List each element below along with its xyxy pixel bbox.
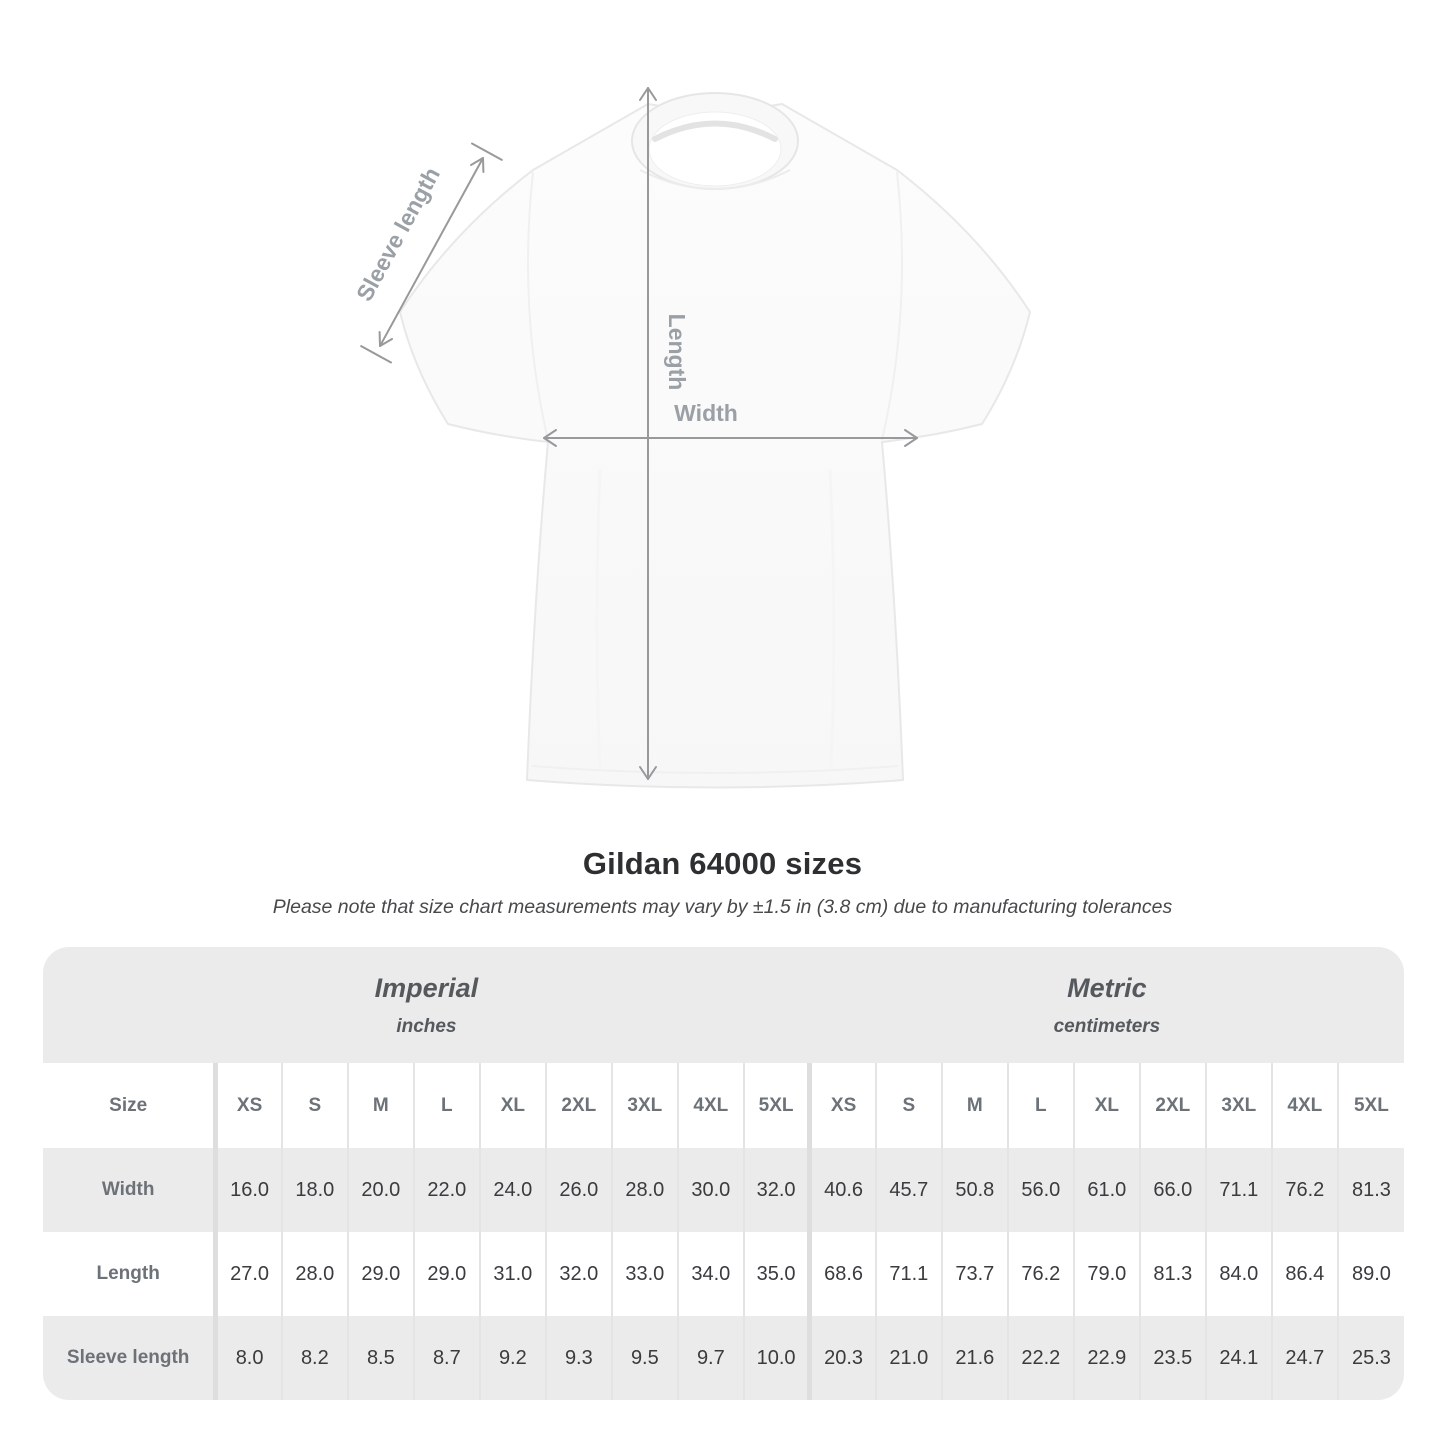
row-label: Length [43, 1232, 216, 1316]
measure-row-width: Width 16.0 18.0 20.0 22.0 24.0 26.0 28.0 30.0 32.… [43, 1148, 1404, 1232]
value-cell: 16.0 [213, 1148, 282, 1232]
unit-group-header-row: Imperial inches Metric centimeters [43, 947, 1404, 1063]
size-header-metric-xl: XL [1072, 1063, 1140, 1148]
row-label: Sleeve length [43, 1316, 216, 1400]
size-header-imperial-m: M [346, 1063, 414, 1148]
size-header-imperial-2xl: 2XL [544, 1063, 612, 1148]
value-cell: 50.8 [940, 1148, 1008, 1232]
size-header-metric-4xl: 4XL [1270, 1063, 1338, 1148]
tshirt-silhouette [399, 92, 1031, 789]
value-cell: 18.0 [280, 1148, 348, 1232]
size-header-imperial-xs: XS [213, 1063, 282, 1148]
size-header-metric-s: S [874, 1063, 942, 1148]
value-cell: 21.0 [874, 1316, 942, 1400]
value-cell: 79.0 [1072, 1232, 1140, 1316]
value-cell: 21.6 [940, 1316, 1008, 1400]
value-cell: 22.9 [1072, 1316, 1140, 1400]
value-cell: 28.0 [280, 1232, 348, 1316]
size-table: Imperial inches Metric centimeters Size … [43, 947, 1404, 1400]
value-cell: 9.5 [610, 1316, 678, 1400]
value-cell: 73.7 [940, 1232, 1008, 1316]
value-cell: 35.0 [742, 1232, 810, 1316]
value-cell: 9.7 [676, 1316, 744, 1400]
value-cell: 89.0 [1336, 1232, 1404, 1316]
value-cell: 56.0 [1006, 1148, 1074, 1232]
size-header-metric-m: M [940, 1063, 1008, 1148]
size-header-imperial-5xl: 5XL [742, 1063, 810, 1148]
tolerance-note: Please note that size chart measurements… [272, 896, 1173, 918]
size-header-imperial-xl: XL [478, 1063, 546, 1148]
value-cell: 86.4 [1270, 1232, 1338, 1316]
width-arrow [543, 429, 918, 447]
value-cell: 76.2 [1006, 1232, 1074, 1316]
value-cell: 8.2 [280, 1316, 348, 1400]
imperial-group-label: Imperial [374, 972, 479, 1003]
imperial-group-unit: inches [396, 1015, 457, 1037]
value-cell: 25.3 [1336, 1316, 1404, 1400]
size-header-row: Size XS S M L XL 2XL 3XL 4XL 5XL XS S M L XL 2XL 3XL 4XL… [43, 1063, 1404, 1148]
value-cell: 34.0 [676, 1232, 744, 1316]
value-cell: 23.5 [1138, 1316, 1206, 1400]
size-column-header: Size [43, 1063, 216, 1148]
value-cell: 32.0 [544, 1232, 612, 1316]
value-cell: 26.0 [544, 1148, 612, 1232]
value-cell: 20.3 [807, 1316, 876, 1400]
value-cell: 40.6 [807, 1148, 876, 1232]
value-cell: 68.6 [807, 1232, 876, 1316]
value-cell: 81.3 [1336, 1148, 1404, 1232]
value-cell: 22.2 [1006, 1316, 1074, 1400]
metric-group-unit: centimeters [1053, 1015, 1161, 1037]
value-cell: 76.2 [1270, 1148, 1338, 1232]
measure-row-length: Length 27.0 28.0 29.0 29.0 31.0 32.0 33.0 34.0 35… [43, 1232, 1404, 1316]
metric-group-header: Metric centimeters [809, 947, 1404, 1063]
value-cell: 27.0 [213, 1232, 282, 1316]
page-title: Gildan 64000 sizes [582, 846, 863, 881]
value-cell: 9.3 [544, 1316, 612, 1400]
value-cell: 66.0 [1138, 1148, 1206, 1232]
value-cell: 45.7 [874, 1148, 942, 1232]
value-cell: 84.0 [1204, 1232, 1272, 1316]
size-header-imperial-3xl: 3XL [610, 1063, 678, 1148]
length-arrow [639, 87, 657, 780]
value-cell: 8.5 [346, 1316, 414, 1400]
value-cell: 29.0 [412, 1232, 480, 1316]
size-header-imperial-4xl: 4XL [676, 1063, 744, 1148]
size-header-metric-xs: XS [807, 1063, 876, 1148]
tshirt-graphic: Sleeve length Length Width [351, 87, 1031, 789]
value-cell: 9.2 [478, 1316, 546, 1400]
value-cell: 22.0 [412, 1148, 480, 1232]
metric-group-label: Metric [1067, 972, 1147, 1003]
imperial-group-header: Imperial inches [43, 947, 810, 1063]
value-cell: 10.0 [742, 1316, 810, 1400]
width-label: Width [674, 400, 738, 426]
row-label: Width [43, 1148, 216, 1232]
size-header-imperial-s: S [280, 1063, 348, 1148]
tshirt-diagram: Sleeve length Length Width [351, 87, 1031, 789]
size-header-metric-3xl: 3XL [1204, 1063, 1272, 1148]
value-cell: 8.7 [412, 1316, 480, 1400]
value-cell: 61.0 [1072, 1148, 1140, 1232]
value-cell: 30.0 [676, 1148, 744, 1232]
value-cell: 24.7 [1270, 1316, 1338, 1400]
value-cell: 24.0 [478, 1148, 546, 1232]
size-header-metric-2xl: 2XL [1138, 1063, 1206, 1148]
value-cell: 8.0 [213, 1316, 282, 1400]
measure-row-sleeve-length: Sleeve length 8.0 8.2 8.5 8.7 9.2 9.3 9.5 9.7 10.… [43, 1316, 1404, 1400]
value-cell: 81.3 [1138, 1232, 1206, 1316]
size-header-metric-5xl: 5XL [1336, 1063, 1404, 1148]
value-cell: 29.0 [346, 1232, 414, 1316]
value-cell: 71.1 [1204, 1148, 1272, 1232]
length-label: Length [664, 314, 690, 391]
value-cell: 20.0 [346, 1148, 414, 1232]
size-header-imperial-l: L [412, 1063, 480, 1148]
value-cell: 24.1 [1204, 1316, 1272, 1400]
sleeve-length-arrow [360, 142, 503, 364]
value-cell: 71.1 [874, 1232, 942, 1316]
value-cell: 31.0 [478, 1232, 546, 1316]
size-header-metric-l: L [1006, 1063, 1074, 1148]
value-cell: 28.0 [610, 1148, 678, 1232]
value-cell: 33.0 [610, 1232, 678, 1316]
value-cell: 32.0 [742, 1148, 810, 1232]
